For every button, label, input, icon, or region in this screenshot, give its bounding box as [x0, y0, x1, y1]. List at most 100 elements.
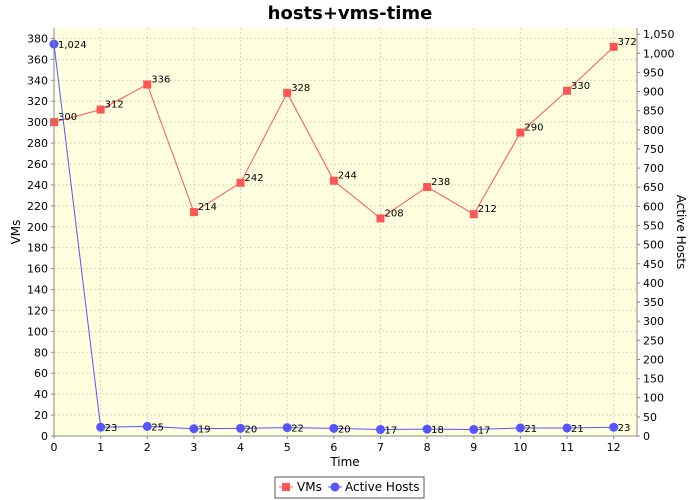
data-point — [236, 178, 245, 187]
y-tick-label: 100 — [27, 325, 48, 338]
data-point — [562, 423, 572, 433]
y-tick-label: 300 — [27, 116, 48, 129]
data-point — [609, 422, 619, 432]
data-label: 238 — [431, 177, 450, 188]
data-point — [516, 128, 525, 137]
data-label: 328 — [291, 83, 310, 94]
x-tick-label: 9 — [470, 441, 477, 454]
data-label: 19 — [198, 425, 211, 436]
y-tick-label: 140 — [27, 284, 48, 297]
y2-axis-title: Active Hosts — [674, 195, 688, 270]
x-tick-label: 4 — [237, 441, 244, 454]
legend: VMs Active Hosts — [274, 476, 425, 499]
data-label: 21 — [524, 424, 537, 435]
axes: 0204060801001201401601802002202402602803… — [27, 28, 675, 454]
y2-tick-label: 100 — [643, 392, 664, 405]
y2-tick-label: 500 — [643, 239, 664, 252]
y2-tick-label: 950 — [643, 66, 664, 79]
x-tick-label: 1 — [97, 441, 104, 454]
y-tick-label: 360 — [27, 53, 48, 66]
data-label: 290 — [524, 123, 543, 134]
data-point — [469, 424, 479, 434]
data-label: 17 — [478, 425, 491, 436]
data-point — [142, 421, 152, 431]
y2-tick-label: 850 — [643, 105, 664, 118]
data-point — [423, 183, 432, 192]
x-tick-label: 2 — [144, 441, 151, 454]
data-point — [236, 423, 246, 433]
y2-tick-label: 50 — [643, 411, 657, 424]
x-tick-label: 12 — [607, 441, 621, 454]
data-point — [563, 86, 572, 95]
data-label: 330 — [571, 81, 590, 92]
x-tick-label: 0 — [51, 441, 58, 454]
y2-tick-label: 0 — [643, 430, 650, 443]
y2-tick-label: 1,000 — [643, 47, 675, 60]
y-tick-label: 280 — [27, 137, 48, 150]
data-point — [282, 423, 292, 433]
x-tick-label: 11 — [560, 441, 574, 454]
y2-tick-label: 900 — [643, 86, 664, 99]
data-point — [96, 422, 106, 432]
y2-tick-label: 600 — [643, 200, 664, 213]
y-axis-title: VMs — [9, 220, 23, 245]
y-tick-label: 0 — [41, 430, 48, 443]
data-label: 23 — [105, 423, 118, 434]
y2-tick-label: 750 — [643, 143, 664, 156]
y-tick-label: 380 — [27, 32, 48, 45]
legend-label: Active Hosts — [345, 480, 420, 494]
data-label: 18 — [431, 425, 444, 436]
data-point — [375, 424, 385, 434]
data-label: 242 — [245, 173, 264, 184]
x-tick-label: 5 — [284, 441, 291, 454]
data-point — [515, 423, 525, 433]
data-label: 336 — [151, 74, 170, 85]
data-label: 208 — [384, 208, 403, 219]
y2-tick-label: 550 — [643, 219, 664, 232]
data-point — [469, 210, 478, 219]
data-label: 244 — [338, 171, 357, 182]
data-label: 214 — [198, 202, 217, 213]
data-label: 372 — [618, 37, 637, 48]
data-point — [609, 42, 618, 51]
y2-tick-label: 700 — [643, 162, 664, 175]
y-tick-label: 260 — [27, 158, 48, 171]
data-point — [189, 424, 199, 434]
data-label: 212 — [478, 204, 497, 215]
x-tick-label: 6 — [330, 441, 337, 454]
data-point — [329, 176, 338, 185]
y2-tick-label: 450 — [643, 258, 664, 271]
data-label: 312 — [105, 100, 124, 111]
y-tick-label: 120 — [27, 304, 48, 317]
legend-marker-circle — [330, 482, 340, 492]
y-tick-label: 340 — [27, 74, 48, 87]
y-tick-label: 240 — [27, 179, 48, 192]
plot-area — [54, 28, 637, 436]
series-active-hosts: 1,024 23 25 19 20 22 20 17 18 17 21 21 23 — [49, 39, 630, 436]
data-label: 22 — [291, 424, 304, 435]
y2-tick-label: 800 — [643, 124, 664, 137]
data-label: 1,024 — [58, 40, 87, 51]
y-tick-label: 200 — [27, 221, 48, 234]
x-axis-title: Time — [329, 455, 359, 469]
y2-tick-label: 200 — [643, 353, 664, 366]
x-tick-label: 8 — [424, 441, 431, 454]
y-tick-label: 180 — [27, 242, 48, 255]
y2-tick-label: 400 — [643, 277, 664, 290]
chart-title: hosts+vms-time — [268, 3, 433, 24]
data-label: 21 — [571, 424, 584, 435]
x-tick-label: 10 — [513, 441, 527, 454]
legend-box — [274, 476, 425, 499]
legend-marker-square — [282, 483, 290, 491]
y2-tick-label: 350 — [643, 296, 664, 309]
x-tick-label: 3 — [190, 441, 197, 454]
y2-tick-label: 1,050 — [643, 28, 675, 41]
x-tick-label: 7 — [377, 441, 384, 454]
data-point — [329, 423, 339, 433]
y2-tick-label: 300 — [643, 315, 664, 328]
data-point — [422, 424, 432, 434]
y-tick-label: 20 — [34, 409, 48, 422]
data-point — [143, 80, 152, 89]
data-label: 20 — [338, 424, 351, 435]
